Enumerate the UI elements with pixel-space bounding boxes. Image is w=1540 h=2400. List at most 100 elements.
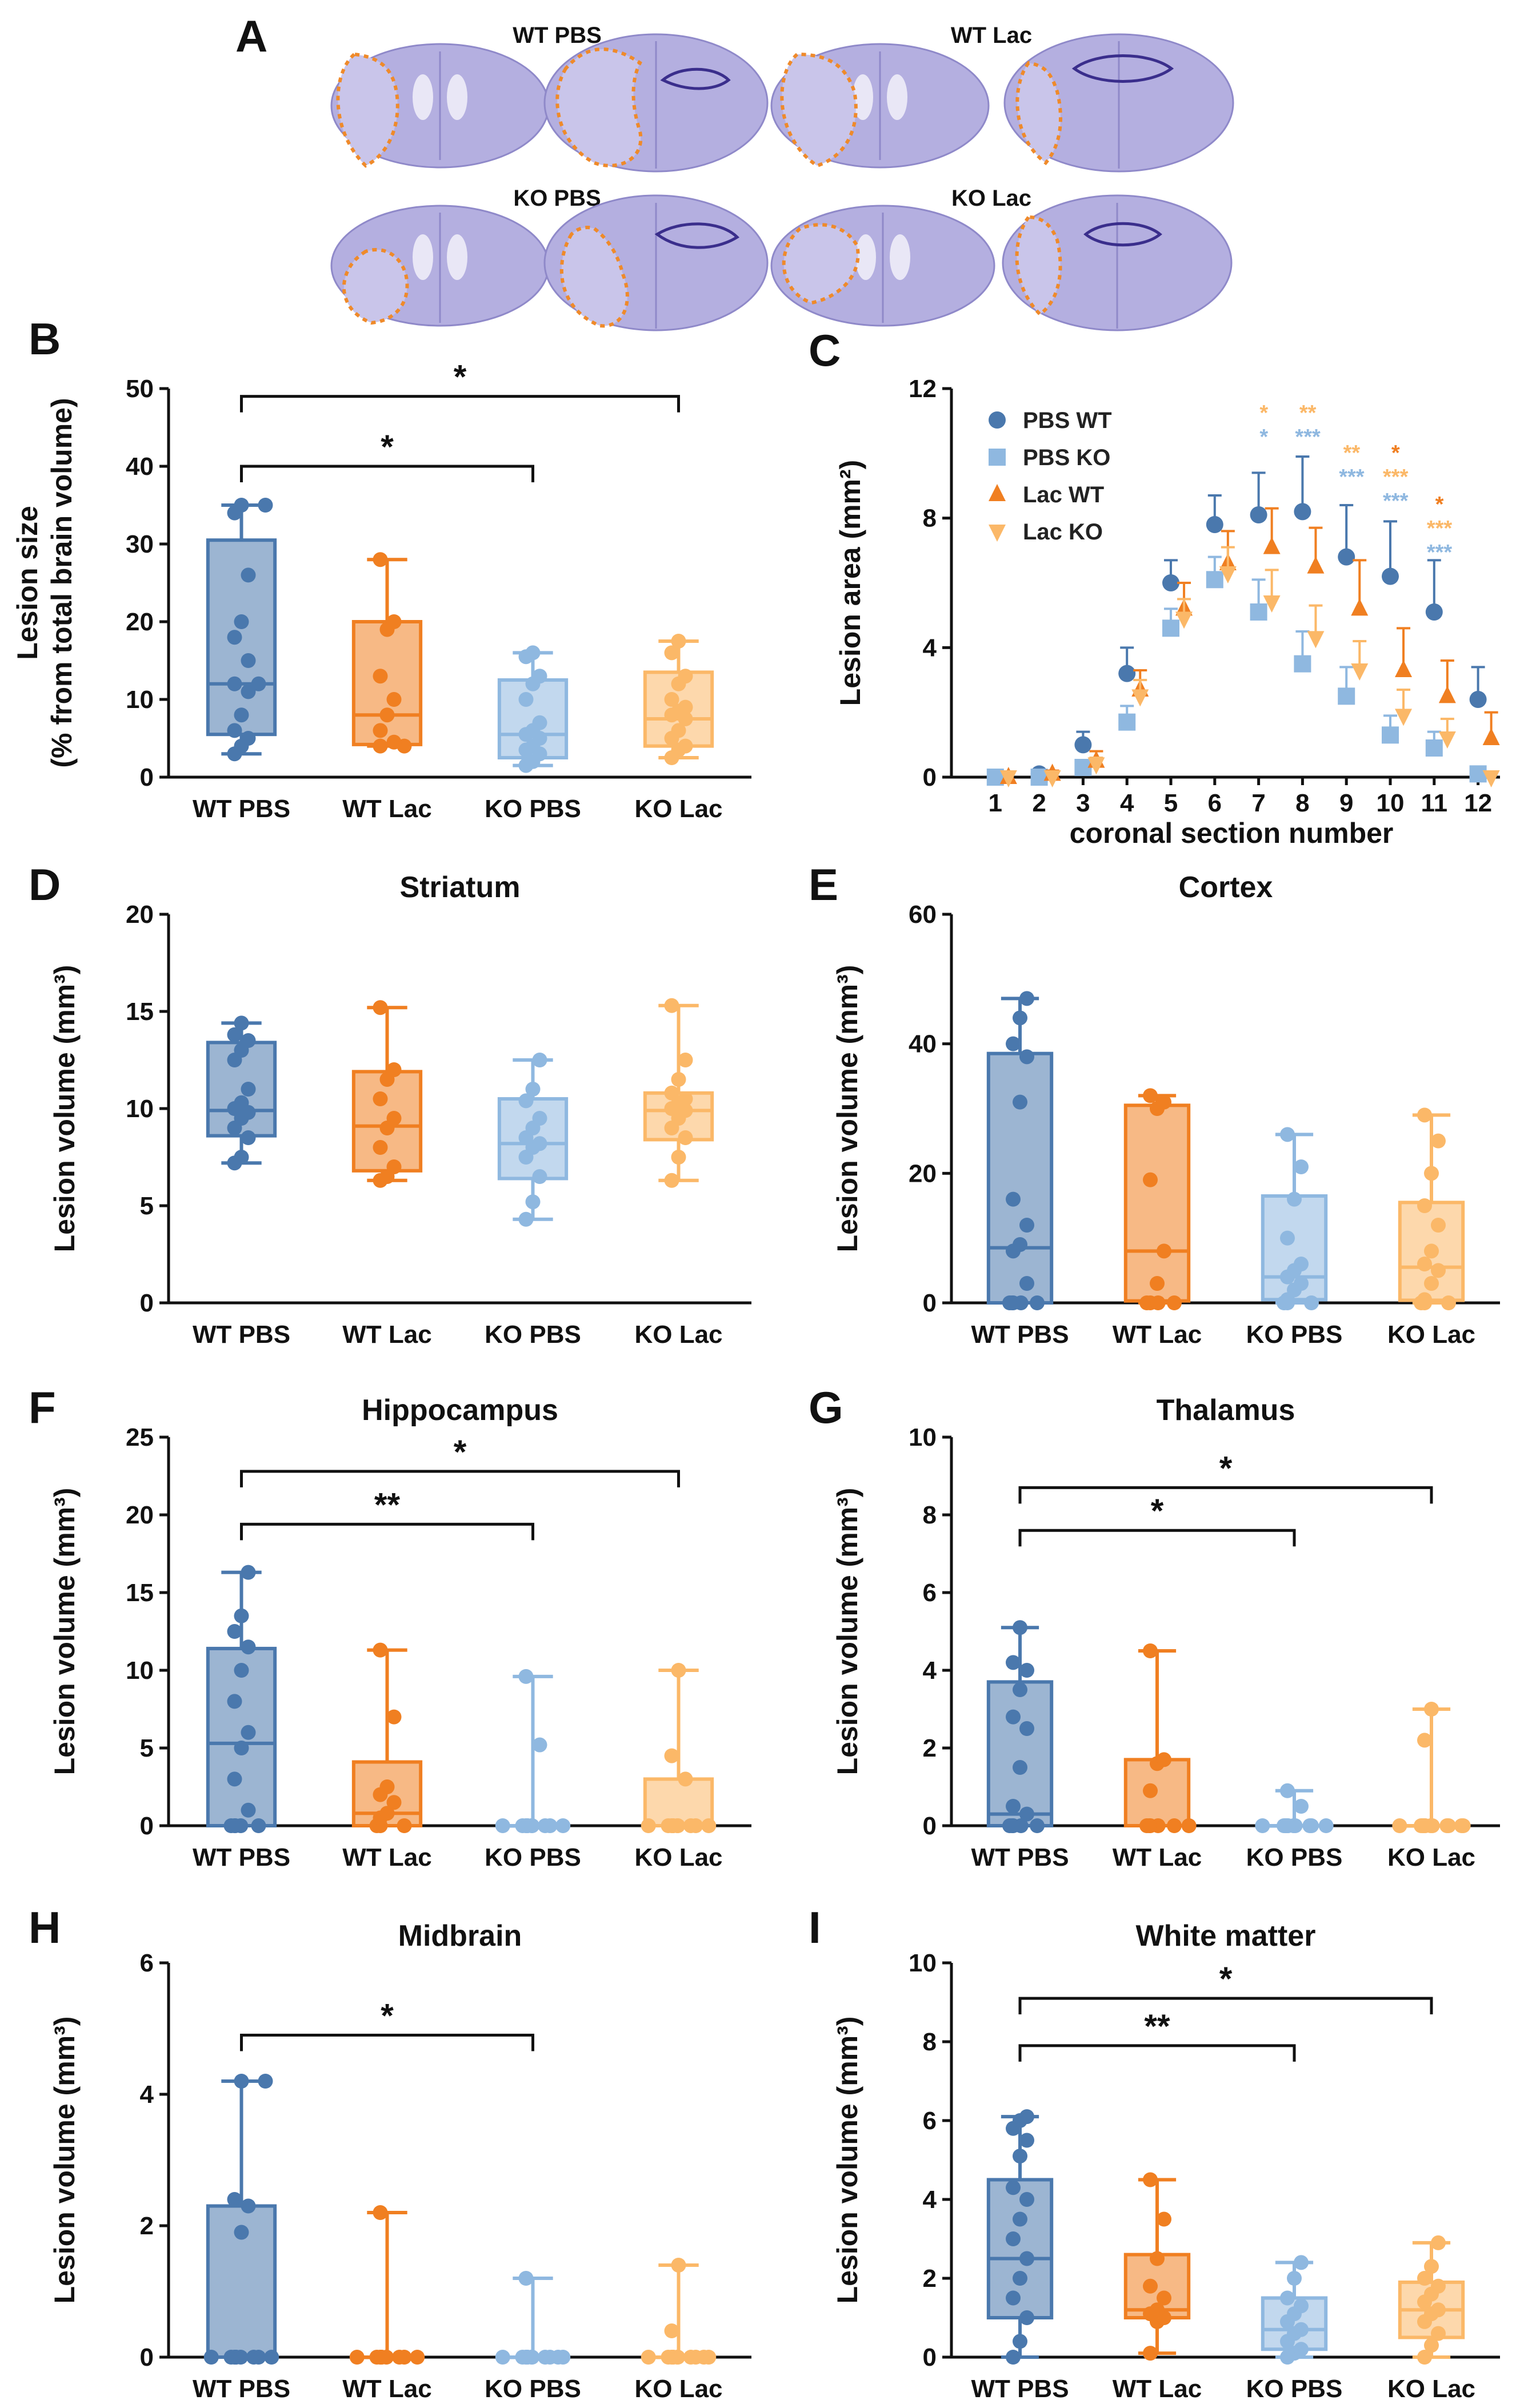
box-wt-pbs [986,1620,1054,1833]
y-tick-label: 10 [909,1949,937,1977]
box-wt-pbs [203,2074,279,2365]
data-point [678,669,693,684]
marker-triangle-down [1307,631,1325,649]
data-point [227,1624,242,1639]
marker-circle [1250,506,1267,523]
x-tick-label: 6 [1208,789,1222,817]
data-point [1287,2271,1302,2286]
box-ko-lac [643,634,714,765]
y-tick-label: 15 [126,1579,154,1607]
data-point [373,1140,388,1155]
y-tick-label: 4 [923,1657,937,1685]
x-tick-label: WT PBS [971,2375,1069,2400]
data-point [234,1663,249,1678]
data-point [532,1111,547,1126]
data-point [1424,2338,1439,2353]
y-tick-label: 30 [126,530,154,558]
brain-section-wt-pbs-anterior [330,43,550,169]
data-point [241,1725,256,1740]
data-point [1424,1166,1439,1181]
data-point [1019,2192,1034,2207]
chart-title: Cortex [1179,871,1273,904]
y-axis-label: Lesion volume (mm³) [49,2017,81,2304]
series-lac-ko [999,546,1500,787]
data-point [1013,2334,1027,2349]
marker-square [1382,726,1399,744]
x-tick-label: 7 [1251,789,1265,817]
bracket-line [1018,2044,1296,2062]
box-wt-lac [351,552,423,754]
data-point [227,1027,242,1042]
significance-bracket: * [1018,1961,1433,2015]
data-point [374,2350,390,2365]
data-point [1304,1295,1319,1310]
data-point [664,692,679,707]
data-point [1255,1818,1270,1833]
y-tick-label: 5 [140,1734,154,1762]
box-wt-lac [1123,1643,1197,1833]
data-point [1417,1198,1432,1213]
data-point [1157,1094,1171,1110]
data-point [1424,1276,1439,1291]
panel-letter: D [29,859,61,910]
box-ko-pbs [495,2271,571,2365]
data-point [1006,2350,1021,2365]
marker-square [1294,655,1311,673]
data-point [234,1095,249,1110]
y-tick-label: 50 [126,375,154,403]
chart-title: Midbrain [398,1919,522,1953]
data-point [234,1015,249,1031]
y-tick-label: 0 [140,1289,154,1317]
box-ko-pbs [1255,1783,1334,1833]
y-tick-label: 20 [126,1501,154,1529]
data-point [373,738,388,754]
data-point [678,699,693,715]
data-point [1454,1818,1469,1833]
data-point [241,653,256,668]
data-point [234,1608,249,1623]
data-point [1013,1620,1027,1635]
data-point [1013,1237,1027,1252]
data-point [1318,1818,1334,1833]
y-tick-label: 0 [140,763,154,791]
box-iqr [986,1680,1054,1827]
brain-label-ko-pbs: KO PBS [513,186,601,211]
significance-label: *** [1427,541,1453,565]
data-point [1294,1799,1309,1814]
data-point [532,1169,547,1184]
data-point [373,2205,388,2220]
box-ko-pbs [1261,2255,1328,2365]
marker-triangle-down [1043,770,1061,787]
y-tick-label: 6 [140,1949,154,1977]
data-point [1431,2235,1446,2250]
data-point [641,1818,656,1833]
data-point [258,2074,273,2089]
brain-section-ko-lac-anterior [770,205,995,327]
significance-label: *** [1383,465,1409,489]
data-point [1019,1663,1034,1678]
marker-triangle-up [1395,660,1413,677]
y-tick-label: 4 [923,2186,937,2214]
data-point [1294,2255,1309,2270]
data-point [664,1085,679,1101]
data-point [678,1771,693,1787]
data-point [1294,2298,1309,2314]
box-ko-lac [641,1663,717,1833]
data-point [227,630,242,645]
data-point [641,2350,656,2365]
data-point [1280,1783,1295,1798]
data-point [518,1211,534,1227]
marker-triangle-up [1307,556,1325,574]
data-point [683,2350,698,2365]
data-point [532,669,547,684]
data-point [1013,2149,1027,2164]
legend-label: Lac KO [1023,519,1103,545]
y-tick-label: 12 [909,375,937,403]
data-point [1417,1257,1432,1271]
data-point [386,1111,402,1126]
y-tick-label: 0 [923,1289,937,1317]
significance-label: * [381,1998,394,2035]
bracket-line [1018,1486,1433,1504]
marker-circle [1074,736,1092,754]
data-point [1139,1295,1154,1310]
